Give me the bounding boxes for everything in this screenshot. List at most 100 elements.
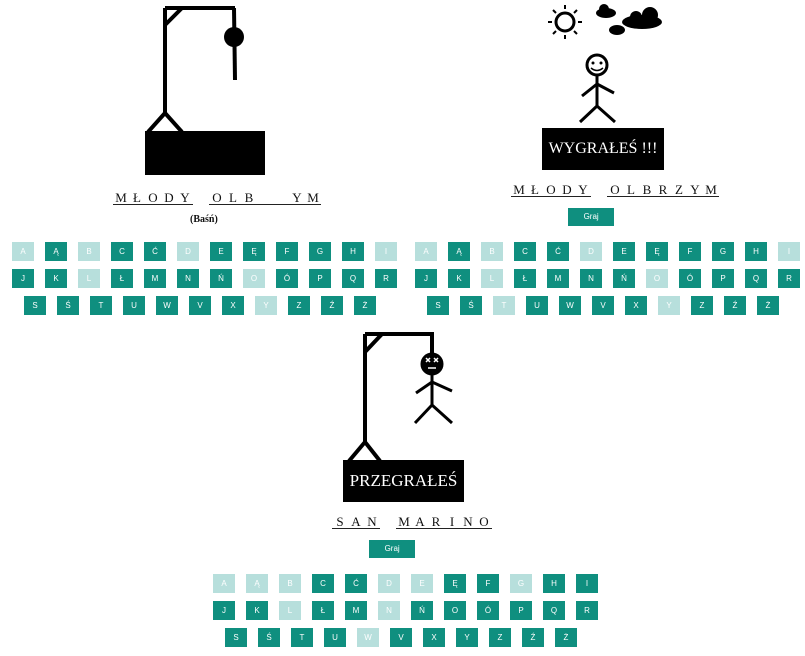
letter-key[interactable]: X	[625, 296, 647, 315]
letter-key[interactable]: S	[24, 296, 46, 315]
letter-key[interactable]: Z	[288, 296, 310, 315]
letter-key[interactable]: Ź	[522, 628, 544, 647]
letter-key[interactable]: Ć	[547, 242, 569, 261]
letter-key[interactable]: C	[514, 242, 536, 261]
word-letter: D	[559, 183, 575, 197]
letter-key[interactable]: E	[210, 242, 232, 261]
letter-key[interactable]: Ę	[646, 242, 668, 261]
play-again-button-2[interactable]: Graj ponownie	[369, 540, 416, 571]
letter-key[interactable]: I	[576, 574, 598, 593]
letter-key[interactable]: Ł	[111, 269, 133, 288]
letter-key[interactable]: Q	[342, 269, 364, 288]
letter-key[interactable]: M	[547, 269, 569, 288]
letter-key[interactable]: Ł	[312, 601, 334, 620]
letter-key[interactable]: N	[177, 269, 199, 288]
letter-key: A	[213, 574, 235, 593]
letter-key: L	[279, 601, 301, 620]
letter-key[interactable]: C	[312, 574, 334, 593]
letter-key[interactable]: V	[189, 296, 211, 315]
letter-key[interactable]: J	[213, 601, 235, 620]
letter-key[interactable]: C	[111, 242, 133, 261]
letter-key[interactable]: X	[423, 628, 445, 647]
letter-key[interactable]: Z	[489, 628, 511, 647]
letter-key: G	[510, 574, 532, 593]
letter-key[interactable]: T	[291, 628, 313, 647]
letter-key[interactable]: W	[156, 296, 178, 315]
letter-key[interactable]: Ż	[757, 296, 779, 315]
letter-key: O	[243, 269, 265, 288]
letter-key[interactable]: P	[712, 269, 734, 288]
letter-key: L	[78, 269, 100, 288]
letter-key[interactable]: U	[324, 628, 346, 647]
letter-key[interactable]: Q	[745, 269, 767, 288]
letter-key[interactable]: Ł	[514, 269, 536, 288]
letter-key[interactable]: M	[345, 601, 367, 620]
letter-key[interactable]: Ó	[679, 269, 701, 288]
letter-key[interactable]: X	[222, 296, 244, 315]
letter-key[interactable]: R	[375, 269, 397, 288]
letter-key[interactable]: J	[12, 269, 34, 288]
letter-key[interactable]: U	[123, 296, 145, 315]
letter-key[interactable]: Ś	[258, 628, 280, 647]
letter-key[interactable]: F	[276, 242, 298, 261]
letter-key[interactable]: Ó	[477, 601, 499, 620]
letter-key[interactable]: Ć	[144, 242, 166, 261]
letter-key[interactable]: Ś	[57, 296, 79, 315]
letter-key[interactable]: H	[745, 242, 767, 261]
letter-key[interactable]: Ż	[555, 628, 577, 647]
letter-key[interactable]: Ć	[345, 574, 367, 593]
letter-key[interactable]: Ń	[613, 269, 635, 288]
letter-key[interactable]: R	[576, 601, 598, 620]
letter-key[interactable]: S	[427, 296, 449, 315]
letter-key: E	[411, 574, 433, 593]
head	[224, 27, 244, 47]
letter-key[interactable]: K	[45, 269, 67, 288]
letter-key[interactable]: Ę	[444, 574, 466, 593]
letter-key[interactable]: H	[342, 242, 364, 261]
letter-key[interactable]: S	[225, 628, 247, 647]
letter-key[interactable]: Ń	[411, 601, 433, 620]
letter-key[interactable]: E	[613, 242, 635, 261]
letter-key[interactable]: K	[246, 601, 268, 620]
letter-key[interactable]: Ę	[243, 242, 265, 261]
word-letter: L	[623, 183, 639, 197]
letter-key[interactable]: Ż	[354, 296, 376, 315]
letter-key[interactable]: O	[444, 601, 466, 620]
letter-key[interactable]: Y	[456, 628, 478, 647]
letter-key[interactable]: Ą	[448, 242, 470, 261]
letter-key[interactable]: Ź	[321, 296, 343, 315]
letter-key[interactable]: U	[526, 296, 548, 315]
play-again-button-1[interactable]: Graj ponownie	[568, 208, 615, 239]
letter-key[interactable]: Ź	[724, 296, 746, 315]
letter-key[interactable]: Ą	[45, 242, 67, 261]
letter-key[interactable]: F	[477, 574, 499, 593]
letter-key[interactable]: H	[543, 574, 565, 593]
word-letter: S	[332, 515, 348, 529]
letter-key[interactable]: Ś	[460, 296, 482, 315]
letter-key[interactable]: V	[592, 296, 614, 315]
letter-key[interactable]: G	[712, 242, 734, 261]
letter-key[interactable]: T	[90, 296, 112, 315]
letter-key[interactable]: Z	[691, 296, 713, 315]
letter-key: A	[415, 242, 437, 261]
letter-key[interactable]: W	[559, 296, 581, 315]
letter-key[interactable]: G	[309, 242, 331, 261]
letter-key[interactable]: J	[415, 269, 437, 288]
letter-key[interactable]: Q	[543, 601, 565, 620]
letter-key[interactable]: Ó	[276, 269, 298, 288]
letter-key[interactable]: Ń	[210, 269, 232, 288]
letter-key[interactable]: F	[679, 242, 701, 261]
word-letter: O	[209, 191, 225, 205]
letter-key[interactable]: M	[144, 269, 166, 288]
letter-key[interactable]: R	[778, 269, 800, 288]
letter-key[interactable]: V	[390, 628, 412, 647]
letter-key[interactable]: P	[510, 601, 532, 620]
letter-key[interactable]: N	[580, 269, 602, 288]
letter-key[interactable]: P	[309, 269, 331, 288]
letter-key[interactable]: K	[448, 269, 470, 288]
